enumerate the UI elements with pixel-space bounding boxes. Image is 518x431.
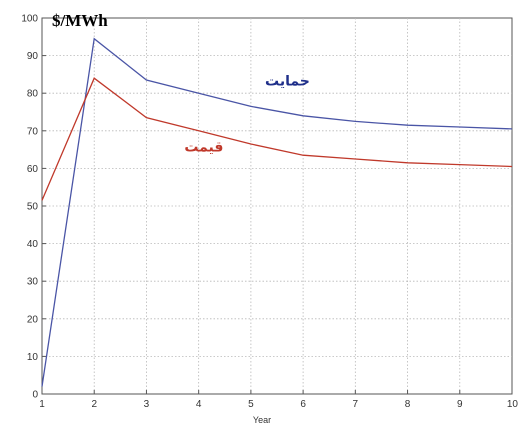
- x-tick-label: 4: [196, 399, 202, 410]
- x-tick-labels: 1 2 3 4 5 6 7 8 9 10: [39, 399, 518, 410]
- x-tick-label: 10: [507, 399, 518, 410]
- annotations: حمایت قیمت: [184, 74, 310, 156]
- y-tick-label: 90: [27, 51, 39, 62]
- y-tick-label: 80: [27, 89, 39, 100]
- series-line-2: [41, 77, 513, 201]
- y-tick-label: 70: [27, 126, 39, 137]
- x-tick-label: 7: [353, 399, 359, 410]
- series-annotation: حمایت: [265, 74, 310, 90]
- x-tick-label: 3: [144, 399, 150, 410]
- x-tick-label: 6: [300, 399, 306, 410]
- y-tick-label: 30: [27, 277, 39, 288]
- grid: [41, 17, 513, 395]
- x-axis-label: Year: [253, 415, 271, 425]
- y-axis-label: $/MWh: [52, 11, 108, 30]
- series-line-1: [41, 37, 513, 387]
- y-tick-labels: 0 10 20 30 40 50 60 70 80 90 100: [21, 14, 38, 401]
- x-tick-label: 1: [39, 399, 45, 410]
- x-tick-label: 9: [457, 399, 463, 410]
- y-tick-label: 100: [21, 14, 38, 25]
- x-tick-label: 5: [248, 399, 254, 410]
- y-tick-label: 0: [32, 390, 38, 401]
- y-tick-label: 20: [27, 314, 39, 325]
- y-tick-label: 10: [27, 352, 39, 363]
- x-tick-label: 8: [405, 399, 411, 410]
- y-tick-label: 50: [27, 202, 39, 213]
- y-tick-label: 40: [27, 239, 39, 250]
- x-tick-label: 2: [91, 399, 97, 410]
- series-annotation: قیمت: [184, 139, 223, 155]
- y-tick-label: 60: [27, 164, 39, 175]
- series-lines: [41, 37, 513, 387]
